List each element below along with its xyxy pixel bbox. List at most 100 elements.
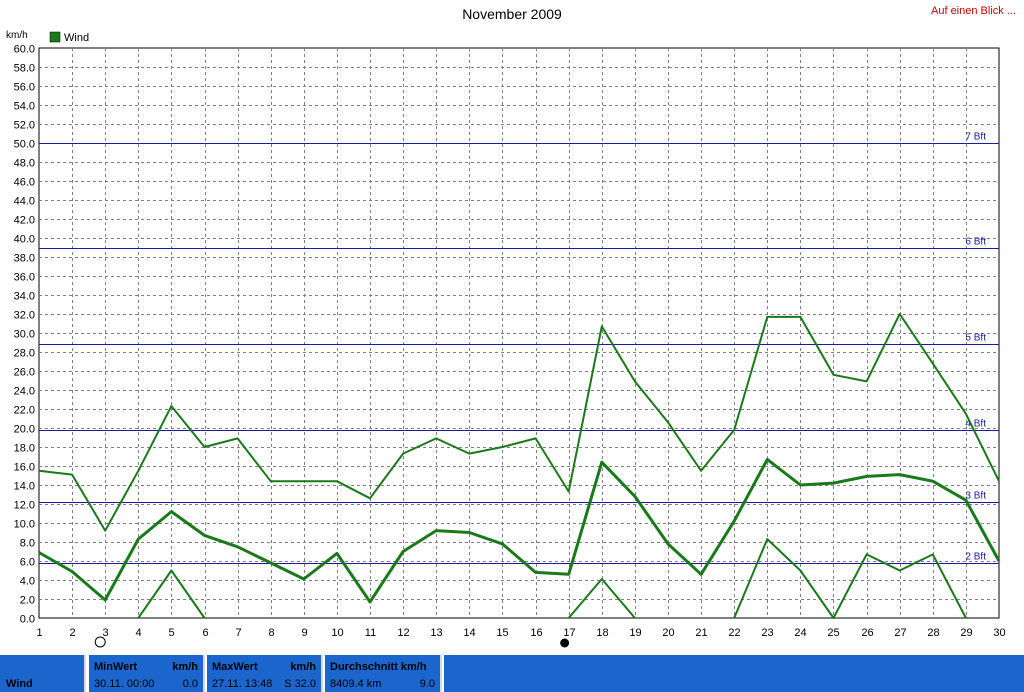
footer-divider — [321, 655, 323, 692]
x-tick-label: 19 — [629, 627, 641, 639]
x-tick-label: 13 — [430, 627, 442, 639]
y-tick-label: 8.0 — [20, 538, 35, 550]
x-tick-label: 23 — [761, 627, 773, 639]
y-tick-label: 42.0 — [14, 215, 35, 227]
x-tick-label: 8 — [268, 627, 274, 639]
x-tick-label: 20 — [662, 627, 674, 639]
y-tick-label: 46.0 — [14, 177, 35, 189]
x-tick-label: 18 — [596, 627, 608, 639]
x-tick-label: 3 — [102, 627, 108, 639]
y-tick-label: 44.0 — [14, 196, 35, 208]
footer-divider — [203, 655, 205, 692]
footer-divider — [84, 655, 86, 692]
y-tick-label: 34.0 — [14, 291, 35, 303]
new-moon-icon — [560, 638, 570, 648]
full-moon-icon — [94, 636, 106, 648]
x-tick-label: 4 — [135, 627, 141, 639]
legend-label: Wind — [64, 32, 89, 44]
min-cell: MinWert km/h 30.11. 00:00 0.0 — [89, 655, 203, 692]
summary-name: Wind — [6, 678, 33, 690]
y-tick-label: 14.0 — [14, 481, 35, 493]
y-tick-label: 22.0 — [14, 405, 35, 417]
min-header: MinWert — [94, 661, 138, 673]
y-tick-label: 24.0 — [14, 386, 35, 398]
y-tick-label: 54.0 — [14, 101, 35, 113]
x-tick-label: 5 — [168, 627, 174, 639]
series-line-max — [38, 313, 1000, 532]
max-cell: MaxWert km/h 27.11. 13:48 S 32.0 — [207, 655, 321, 692]
y-tick-label: 0.0 — [20, 614, 35, 626]
y-tick-label: 16.0 — [14, 462, 35, 474]
x-tick-label: 30 — [993, 627, 1005, 639]
chart-title: November 2009 — [462, 6, 562, 22]
y-tick-label: 36.0 — [14, 272, 35, 284]
summary-name-cell: Wind — [0, 655, 84, 692]
x-tick-label: 25 — [827, 627, 839, 639]
overview-link[interactable]: Auf einen Blick ... — [931, 5, 1016, 17]
y-tick-label: 20.0 — [14, 424, 35, 436]
x-tick-label: 14 — [463, 627, 475, 639]
y-tick-label: 38.0 — [14, 253, 35, 265]
beaufort-label: 7 Bft — [965, 132, 986, 143]
y-tick-label: 4.0 — [20, 576, 35, 588]
beaufort-label: 4 Bft — [965, 419, 986, 430]
y-tick-label: 56.0 — [14, 82, 35, 94]
x-tick-label: 29 — [960, 627, 972, 639]
x-tick-label: 2 — [69, 627, 75, 639]
x-tick-label: 12 — [397, 627, 409, 639]
summary-footer: Wind MinWert km/h 30.11. 00:00 0.0 MaxWe… — [0, 655, 1024, 692]
y-tick-label: 30.0 — [14, 329, 35, 341]
max-header: MaxWert — [212, 661, 258, 673]
y-tick-label: 40.0 — [14, 234, 35, 246]
legend-swatch — [49, 31, 61, 43]
y-tick-label: 10.0 — [14, 519, 35, 531]
x-tick-label: 15 — [496, 627, 508, 639]
series-line-avg — [38, 457, 1001, 604]
x-tick-label: 28 — [927, 627, 939, 639]
wind-chart: 0.0 2.0 4.0 6.0 8.0 10.0 12.0 14.0 16.0 18.0 20.0 2… — [6, 30, 1006, 648]
y-tick-label: 26.0 — [14, 367, 35, 379]
x-tick-label: 9 — [301, 627, 307, 639]
y-tick-label: 58.0 — [14, 63, 35, 75]
y-axis-unit: km/h — [6, 30, 28, 41]
series-line-min — [567, 578, 636, 619]
footer-empty-cell — [444, 655, 1024, 692]
x-tick-label: 22 — [728, 627, 740, 639]
avg-distance: 8409.4 km — [330, 678, 382, 690]
x-tick-label: 26 — [861, 627, 873, 639]
y-tick-label: 52.0 — [14, 120, 35, 132]
x-tick-label: 11 — [365, 627, 376, 639]
avg-header: Durchschnitt km/h — [330, 661, 427, 673]
footer-divider — [440, 655, 442, 692]
x-tick-label: 16 — [530, 627, 542, 639]
beaufort-label: 3 Bft — [965, 491, 986, 502]
max-unit: km/h — [290, 661, 316, 673]
x-tick-label: 17 — [563, 627, 575, 639]
x-tick-label: 10 — [331, 627, 343, 639]
series-line-min — [137, 569, 206, 619]
avg-cell: Durchschnitt km/h 8409.4 km 9.0 — [325, 655, 440, 692]
beaufort-label: 2 Bft — [965, 552, 986, 563]
y-tick-label: 18.0 — [14, 443, 35, 455]
y-tick-label: 32.0 — [14, 310, 35, 322]
y-tick-label: 12.0 — [14, 500, 35, 512]
x-tick-label: 24 — [794, 627, 806, 639]
x-tick-label: 6 — [202, 627, 208, 639]
x-tick-label: 1 — [36, 627, 42, 639]
y-tick-label: 50.0 — [14, 139, 35, 151]
min-value: 0.0 — [182, 678, 198, 690]
max-value: S 32.0 — [284, 678, 316, 690]
x-tick-label: 27 — [894, 627, 906, 639]
y-tick-label: 28.0 — [14, 348, 35, 360]
beaufort-label: 5 Bft — [965, 333, 986, 344]
x-tick-label: 7 — [235, 627, 241, 639]
min-date: 30.11. 00:00 — [94, 678, 155, 690]
x-tick-label: 21 — [695, 627, 707, 639]
y-tick-label: 6.0 — [20, 557, 35, 569]
series-line-min — [733, 538, 967, 619]
avg-value: 9.0 — [419, 678, 435, 690]
beaufort-label: 6 Bft — [965, 237, 986, 248]
min-unit: km/h — [172, 661, 198, 673]
y-tick-label: 60.0 — [14, 44, 35, 56]
max-date: 27.11. 13:48 — [212, 678, 273, 690]
